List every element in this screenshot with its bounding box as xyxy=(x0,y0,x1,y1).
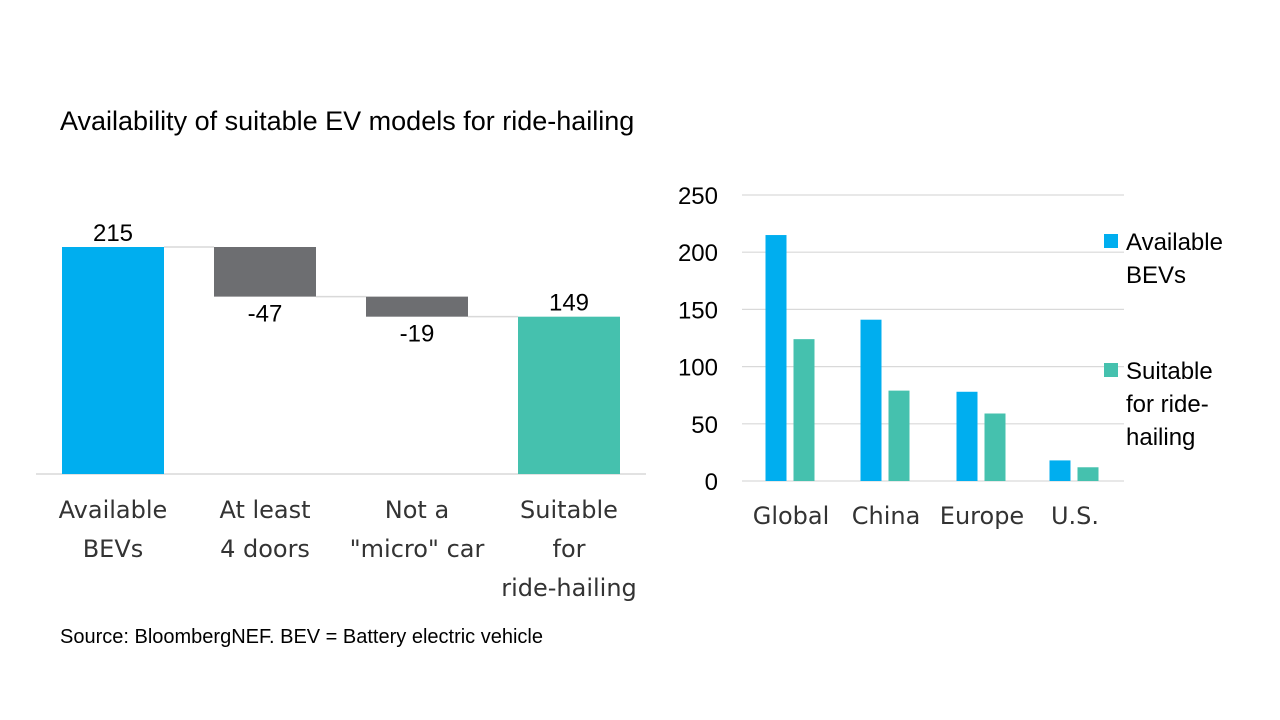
waterfall-category-label: BEVs xyxy=(83,535,144,563)
waterfall-category-label: Available xyxy=(59,496,168,524)
legend-swatch-suitable-for-ride-hailing xyxy=(1104,363,1118,377)
bar-available-bevs xyxy=(765,235,787,481)
bar-suitable-for-ride-hailing xyxy=(793,339,815,481)
clustered-y-tick-label: 150 xyxy=(678,297,718,324)
clustered-y-tick-label: 250 xyxy=(678,183,718,210)
waterfall-bar xyxy=(214,247,316,297)
legend-label: for ride- xyxy=(1126,391,1209,418)
waterfall-data-label: 215 xyxy=(93,220,133,247)
waterfall-category-label: Suitable xyxy=(520,496,618,524)
clustered-bar-chart: 0 50 100 150 200 250 Global China Europe U.S. Avai… xyxy=(678,183,1223,530)
clustered-category-label: China xyxy=(852,502,921,530)
waterfall-data-label: -19 xyxy=(400,321,435,348)
bar-available-bevs xyxy=(1049,460,1071,481)
waterfall-category-label: At least xyxy=(219,496,310,524)
clustered-category-label: Global xyxy=(753,502,830,530)
waterfall-category-label: 4 doors xyxy=(220,535,310,563)
waterfall-category-label: Not a xyxy=(385,496,449,524)
waterfall-bar xyxy=(62,247,164,474)
clustered-y-tick-label: 200 xyxy=(678,240,718,267)
bar-available-bevs xyxy=(860,319,882,481)
clustered-y-tick-label: 100 xyxy=(678,355,718,382)
waterfall-bar xyxy=(366,296,468,317)
waterfall-data-label: -47 xyxy=(248,301,283,328)
bar-suitable-for-ride-hailing xyxy=(888,390,910,481)
legend-label: Suitable xyxy=(1126,358,1213,385)
clustered-y-tick-label: 50 xyxy=(691,412,718,439)
waterfall-chart: 215 Available BEVs -47 At least 4 doors -19 Not… xyxy=(36,220,646,602)
legend-label: BEVs xyxy=(1126,262,1186,289)
chart-title: Availability of suitable EV models for r… xyxy=(60,106,635,136)
bar-suitable-for-ride-hailing xyxy=(1077,467,1099,481)
bar-available-bevs xyxy=(956,391,978,481)
clustered-category-label: U.S. xyxy=(1051,502,1099,530)
bar-suitable-for-ride-hailing xyxy=(984,413,1006,481)
waterfall-category-label: for xyxy=(553,535,586,563)
legend-swatch-available-bevs xyxy=(1104,234,1118,248)
clustered-category-label: Europe xyxy=(940,502,1024,530)
legend-label: hailing xyxy=(1126,424,1195,451)
clustered-y-tick-label: 0 xyxy=(705,469,718,496)
source-note: Source: BloombergNEF. BEV = Battery elec… xyxy=(60,626,543,648)
waterfall-category-label: ride-hailing xyxy=(501,574,637,602)
waterfall-bar xyxy=(518,316,620,474)
legend-label: Available xyxy=(1126,229,1223,256)
waterfall-data-label: 149 xyxy=(549,290,589,317)
waterfall-category-label: "micro" car xyxy=(350,535,485,563)
